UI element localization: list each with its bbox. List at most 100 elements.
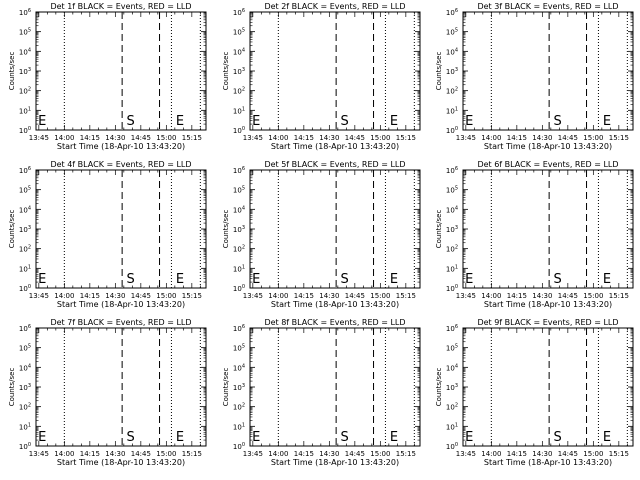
y-tick-label: 103 [446, 225, 458, 234]
x-axis-label: Start Time (18-Apr-10 13:43:20) [484, 458, 612, 467]
x-tick-label: 14:45 [345, 450, 365, 458]
end-marker: E [176, 272, 184, 287]
x-tick-label: 15:00 [583, 450, 603, 458]
x-tick-label: 13:45 [456, 450, 476, 458]
y-tick-label: 105 [233, 28, 245, 37]
y-tick-label: 101 [233, 264, 245, 273]
y-tick-label: 103 [446, 383, 458, 392]
y-tick-label: 100 [19, 126, 31, 135]
y-tick-label: 101 [19, 106, 31, 115]
y-tick-label: 106 [233, 324, 245, 333]
x-tick-label: 15:15 [396, 292, 416, 300]
y-tick-label: 106 [19, 324, 31, 333]
x-tick-label: 14:30 [105, 292, 125, 300]
y-tick-label: 103 [19, 225, 31, 234]
start-marker: S [341, 114, 349, 129]
end-marker: E [252, 430, 260, 445]
start-marker: S [341, 272, 349, 287]
plot-frame [35, 327, 207, 447]
y-tick-label: 104 [446, 47, 458, 56]
x-axis-label: Start Time (18-Apr-10 13:43:20) [57, 142, 185, 151]
x-tick-label: 15:00 [156, 292, 176, 300]
y-tick-label: 101 [233, 422, 245, 431]
end-marker: E [603, 272, 611, 287]
detector-panel-6: Det 6f BLACK = Events, RED = LLD 100 101 10… [435, 160, 634, 309]
x-tick-label: 13:45 [243, 134, 263, 142]
y-tick-label: 103 [233, 225, 245, 234]
end-marker: E [465, 114, 473, 129]
end-marker: E [603, 430, 611, 445]
x-axis-label: Start Time (18-Apr-10 13:43:20) [484, 142, 612, 151]
y-axis-label: Counts/sec [435, 368, 443, 407]
y-tick-label: 100 [233, 126, 245, 135]
x-tick-label: 14:00 [481, 134, 501, 142]
x-tick-label: 15:00 [583, 292, 603, 300]
end-marker: E [465, 272, 473, 287]
plot-frame [35, 169, 207, 289]
y-tick-label: 106 [446, 324, 458, 333]
x-tick-label: 15:15 [182, 134, 202, 142]
x-tick-label: 14:45 [131, 292, 151, 300]
x-tick-label: 14:00 [481, 292, 501, 300]
x-tick-label: 13:45 [456, 292, 476, 300]
x-axis-label: Start Time (18-Apr-10 13:43:20) [271, 142, 399, 151]
x-tick-label: 14:45 [131, 450, 151, 458]
end-marker: E [252, 272, 260, 287]
x-tick-label: 15:00 [583, 134, 603, 142]
x-tick-label: 14:30 [105, 450, 125, 458]
y-tick-label: 106 [233, 8, 245, 17]
x-tick-label: 14:15 [294, 450, 314, 458]
panel-title: Det 3f BLACK = Events, RED = LLD [477, 2, 618, 11]
y-tick-label: 104 [19, 363, 31, 372]
panel-title: Det 8f BLACK = Events, RED = LLD [264, 318, 405, 327]
y-tick-label: 104 [446, 205, 458, 214]
y-tick-label: 106 [446, 166, 458, 175]
x-tick-label: 14:30 [105, 134, 125, 142]
y-tick-label: 101 [446, 264, 458, 273]
end-marker: E [390, 430, 398, 445]
x-tick-label: 13:45 [243, 292, 263, 300]
end-marker: E [38, 430, 46, 445]
x-tick-label: 14:00 [481, 450, 501, 458]
y-tick-label: 102 [233, 403, 245, 412]
panel-title: Det 6f BLACK = Events, RED = LLD [477, 160, 618, 169]
x-tick-label: 14:15 [80, 134, 100, 142]
y-tick-label: 103 [233, 67, 245, 76]
x-tick-label: 15:15 [182, 292, 202, 300]
x-tick-label: 14:00 [54, 450, 74, 458]
x-tick-label: 15:00 [156, 450, 176, 458]
y-tick-label: 102 [233, 245, 245, 254]
x-tick-label: 14:15 [80, 292, 100, 300]
y-axis-label: Counts/sec [8, 368, 16, 407]
panel-title: Det 4f BLACK = Events, RED = LLD [50, 160, 191, 169]
x-tick-label: 14:45 [558, 450, 578, 458]
y-tick-label: 105 [19, 186, 31, 195]
start-marker: S [554, 272, 562, 287]
y-tick-label: 104 [19, 205, 31, 214]
start-marker: S [127, 272, 135, 287]
y-axis-label: Counts/sec [222, 368, 230, 407]
x-tick-label: 14:15 [294, 292, 314, 300]
x-tick-label: 15:00 [370, 292, 390, 300]
x-tick-label: 14:45 [131, 134, 151, 142]
panel-title: Det 1f BLACK = Events, RED = LLD [50, 2, 191, 11]
y-axis-label: Counts/sec [435, 210, 443, 249]
y-tick-label: 102 [233, 87, 245, 96]
x-tick-label: 14:00 [54, 134, 74, 142]
x-tick-label: 14:30 [319, 292, 339, 300]
x-tick-label: 15:00 [156, 134, 176, 142]
y-tick-label: 104 [233, 363, 245, 372]
detector-panel-3: Det 3f BLACK = Events, RED = LLD 100 101 10… [435, 2, 634, 151]
y-tick-label: 106 [19, 8, 31, 17]
x-tick-label: 13:45 [29, 450, 49, 458]
x-tick-label: 14:00 [268, 450, 288, 458]
x-tick-label: 14:15 [507, 134, 527, 142]
plot-frame [462, 11, 634, 131]
x-axis-label: Start Time (18-Apr-10 13:43:20) [271, 300, 399, 309]
plot-frame [249, 327, 421, 447]
x-tick-label: 15:15 [609, 292, 629, 300]
end-marker: E [390, 114, 398, 129]
start-marker: S [127, 114, 135, 129]
y-tick-label: 105 [446, 344, 458, 353]
